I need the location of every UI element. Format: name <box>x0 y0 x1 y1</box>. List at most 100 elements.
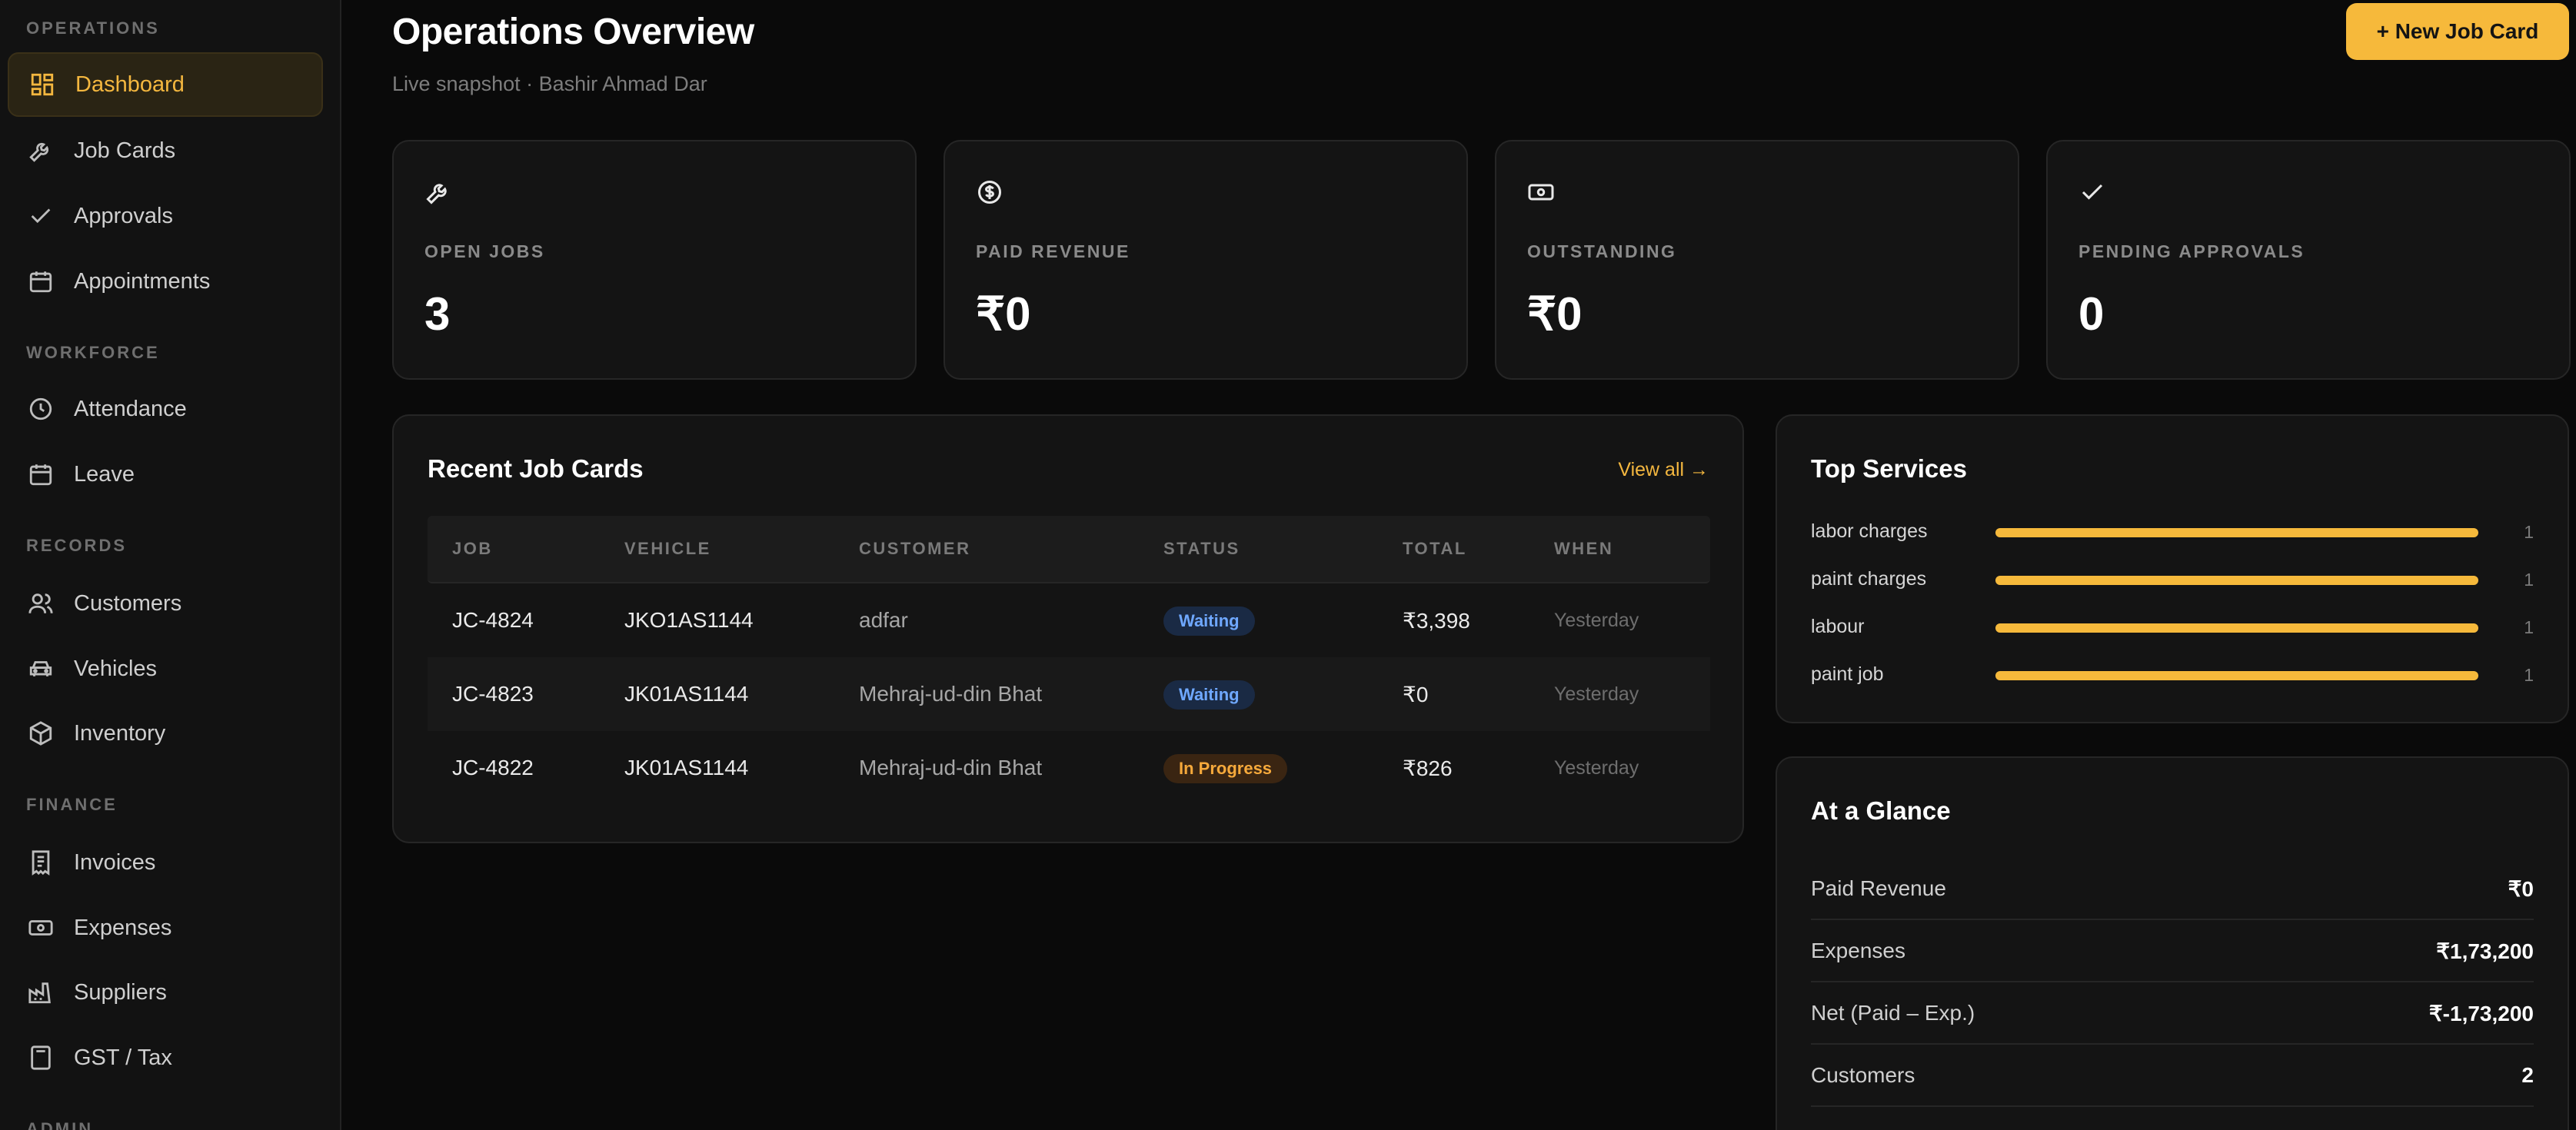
service-name: paint job <box>1811 663 1884 685</box>
users-icon <box>28 590 54 617</box>
stat-label: OPEN JOBS <box>424 241 545 261</box>
sidebar-item-inventory[interactable]: Inventory <box>8 701 323 766</box>
dollar-circle-icon <box>976 178 1003 206</box>
sidebar: OPERATIONS Dashboard Job Cards Approvals… <box>0 0 341 1130</box>
sidebar-item-suppliers[interactable]: Suppliers <box>8 960 323 1025</box>
table-row[interactable]: JC-4824 JKO1AS1144 adfar Waiting ₹3,398 … <box>428 583 1710 657</box>
banknote-icon <box>28 915 54 941</box>
panel-title: Top Services <box>1811 454 1967 483</box>
sidebar-item-appointments[interactable]: Appointments <box>8 249 323 314</box>
panel-title: At a Glance <box>1811 796 1951 825</box>
glance-value: ₹-1,73,200 <box>2428 1002 2534 1025</box>
column-header[interactable]: STATUS <box>1163 539 1240 558</box>
sidebar-item-label: Suppliers <box>74 979 167 1005</box>
sidebar-item-label: Job Cards <box>74 138 176 163</box>
column-header[interactable]: CUSTOMER <box>859 539 971 558</box>
calendar-icon <box>28 461 54 487</box>
service-count: 1 <box>2524 617 2534 637</box>
service-bar-track <box>1995 576 2478 585</box>
cell-job: JC-4824 <box>452 608 534 632</box>
glance-row: Paid Revenue ₹0 <box>1811 858 2534 920</box>
table-row[interactable]: JC-4823 JK01AS1144 Mehraj-ud-din Bhat Wa… <box>428 657 1710 731</box>
factory-icon <box>28 979 54 1005</box>
wrench-icon <box>424 178 452 206</box>
glance-label: Expenses <box>1811 939 1905 962</box>
column-header[interactable]: WHEN <box>1554 539 1614 558</box>
cell-when: Yesterday <box>1554 683 1639 705</box>
sidebar-item-label: Appointments <box>74 268 211 294</box>
service-bar-fill <box>1995 528 2478 537</box>
sidebar-item-label: Attendance <box>74 396 187 421</box>
service-bar-fill <box>1995 671 2478 680</box>
panel-title: Recent Job Cards <box>428 454 644 483</box>
sidebar-item-label: Leave <box>74 461 135 487</box>
service-bar-fill <box>1995 623 2478 633</box>
stat-value: ₹0 <box>1527 288 1583 340</box>
glance-value: ₹0 <box>2508 877 2534 901</box>
service-bar-fill <box>1995 576 2478 585</box>
stat-value: 3 <box>424 288 451 340</box>
recent-job-cards-panel: Recent Job Cards View all → JOB VEHICLE … <box>392 414 1744 843</box>
cell-vehicle: JKO1AS1144 <box>624 608 754 632</box>
cell-vehicle: JK01AS1144 <box>624 756 749 779</box>
sidebar-item-label: Expenses <box>74 915 172 940</box>
service-name: labour <box>1811 616 1865 637</box>
cell-job: JC-4822 <box>452 756 534 779</box>
section-label-operations: OPERATIONS <box>26 18 160 38</box>
glance-label: Net (Paid – Exp.) <box>1811 1001 1975 1025</box>
new-job-card-button[interactable]: + New Job Card <box>2346 3 2569 60</box>
sidebar-item-approvals[interactable]: Approvals <box>8 184 323 248</box>
dashboard-icon <box>29 71 55 98</box>
service-row: labour 1 <box>1811 611 2534 642</box>
top-services-panel: Top Services labor charges 1 paint charges… <box>1776 414 2569 723</box>
sidebar-item-label: Customers <box>74 590 182 616</box>
banknote-icon <box>1527 178 1555 206</box>
receipt-icon <box>28 849 54 876</box>
service-count: 1 <box>2524 570 2534 590</box>
stat-card-pending-approvals: PENDING APPROVALS 0 <box>2046 140 2571 380</box>
cell-vehicle: JK01AS1144 <box>624 682 749 706</box>
status-badge: Waiting <box>1163 680 1255 710</box>
sidebar-item-leave[interactable]: Leave <box>8 442 323 507</box>
sidebar-item-label: GST / Tax <box>74 1045 172 1070</box>
sidebar-item-job-cards[interactable]: Job Cards <box>8 118 323 183</box>
cell-total: ₹826 <box>1403 756 1453 780</box>
column-header[interactable]: JOB <box>452 539 493 558</box>
column-header[interactable]: TOTAL <box>1403 539 1467 558</box>
sidebar-item-label: Approvals <box>74 203 173 228</box>
table-header: JOB VEHICLE CUSTOMER STATUS TOTAL WHEN <box>428 516 1710 583</box>
sidebar-item-gst-tax[interactable]: GST / Tax <box>8 1025 323 1090</box>
sidebar-item-invoices[interactable]: Invoices <box>8 830 323 895</box>
sidebar-item-customers[interactable]: Customers <box>8 571 323 636</box>
glance-row: Net (Paid – Exp.) ₹-1,73,200 <box>1811 982 2534 1045</box>
page-title: Operations Overview <box>392 12 754 52</box>
stat-label: PENDING APPROVALS <box>2078 241 2305 261</box>
cell-job: JC-4823 <box>452 682 534 706</box>
sidebar-item-dashboard[interactable]: Dashboard <box>8 52 323 117</box>
section-label-records: RECORDS <box>26 536 128 555</box>
cell-when: Yesterday <box>1554 757 1639 779</box>
service-bar-track <box>1995 528 2478 537</box>
box-icon <box>28 720 54 746</box>
calculator-icon <box>28 1045 54 1071</box>
service-bar-track <box>1995 623 2478 633</box>
service-row: paint job 1 <box>1811 659 2534 690</box>
table-row[interactable]: JC-4822 JK01AS1144 Mehraj-ud-din Bhat In… <box>428 731 1710 805</box>
sidebar-item-label: Dashboard <box>75 71 185 97</box>
glance-label: Customers <box>1811 1063 1915 1087</box>
sidebar-item-expenses[interactable]: Expenses <box>8 896 323 960</box>
glance-row: Customers 2 <box>1811 1045 2534 1107</box>
section-label-finance: FINANCE <box>26 795 118 814</box>
cell-when: Yesterday <box>1554 610 1639 631</box>
service-name: labor charges <box>1811 520 1928 542</box>
column-header[interactable]: VEHICLE <box>624 539 711 558</box>
service-bar-track <box>1995 671 2478 680</box>
view-all-link[interactable]: View all → <box>1618 459 1709 480</box>
sidebar-item-label: Inventory <box>74 720 166 746</box>
service-row: paint charges 1 <box>1811 563 2534 594</box>
sidebar-item-vehicles[interactable]: Vehicles <box>8 636 323 701</box>
section-label-workforce: WORKFORCE <box>26 343 160 362</box>
calendar-icon <box>28 268 54 294</box>
sidebar-item-attendance[interactable]: Attendance <box>8 377 323 441</box>
check-icon <box>2078 178 2106 206</box>
